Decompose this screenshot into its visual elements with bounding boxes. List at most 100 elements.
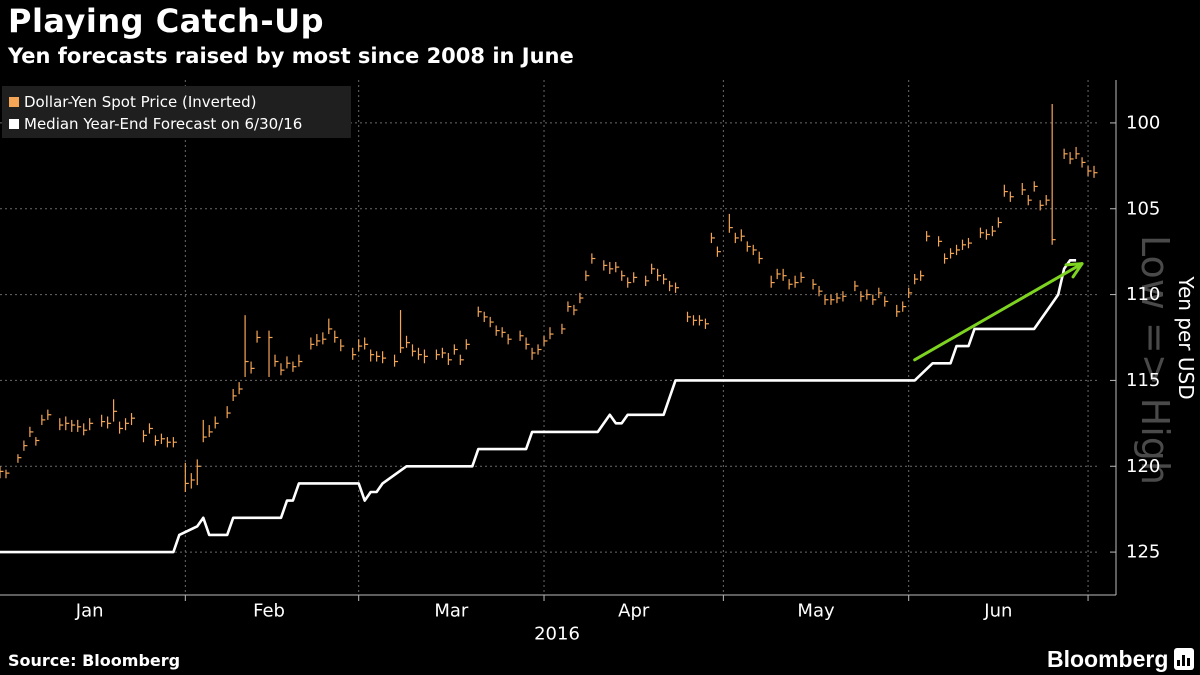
spot-price-bar: [1069, 152, 1074, 165]
spot-price-bar: [232, 389, 237, 402]
y-tick-label: 100: [1126, 112, 1160, 133]
spot-price-bar: [615, 261, 620, 273]
spot-price-bar: [842, 291, 847, 302]
spot-price-bar: [196, 459, 201, 486]
legend-item: Median Year-End Forecast on 6/30/16: [9, 115, 302, 133]
spot-price-bar: [256, 330, 261, 343]
spot-price-bar: [776, 268, 781, 280]
spot-price-bar: [250, 361, 255, 374]
spot-price-bar: [1075, 146, 1080, 159]
spot-price-bar: [686, 311, 691, 323]
spot-price-bar: [352, 347, 357, 360]
spot-price-bar: [651, 263, 656, 274]
spot-price-bar: [979, 227, 984, 238]
spot-price-bar: [818, 286, 823, 297]
spot-price-bar: [280, 363, 285, 376]
spot-price-bar: [579, 292, 584, 304]
x-tick-label: May: [797, 601, 835, 622]
spot-price-bar: [358, 339, 363, 352]
legend-label: Median Year-End Forecast on 6/30/16: [24, 115, 302, 133]
spot-price-bar: [537, 344, 542, 355]
legend: Dollar-Yen Spot Price (Inverted) Median Y…: [2, 86, 351, 138]
spot-price-bar: [937, 236, 943, 247]
spot-price-bar: [1051, 104, 1056, 245]
spot-price-bar: [896, 304, 901, 317]
spot-price-bar: [447, 352, 452, 365]
spot-price-bar: [453, 344, 458, 355]
spot-price-bar: [107, 416, 112, 429]
spot-price-bar: [824, 294, 829, 305]
x-tick-label: Jun: [983, 601, 1012, 622]
spot-price-bar: [878, 287, 883, 299]
spot-price-bar: [190, 473, 195, 489]
spot-price-bar: [926, 231, 931, 242]
spot-price-bar: [609, 261, 614, 274]
spot-price-bar: [405, 335, 411, 348]
y-axis-title: Yen per USD: [1174, 275, 1198, 399]
spot-price-bar: [322, 332, 327, 345]
spot-price-bar: [1003, 184, 1008, 197]
spot-price-bar: [142, 430, 147, 443]
legend-item: Dollar-Yen Spot Price (Inverted): [9, 93, 257, 111]
y-tick-label: 105: [1126, 198, 1160, 219]
spot-price-bar: [268, 330, 273, 377]
spot-price-bar: [830, 294, 835, 305]
spot-price-bar: [459, 354, 464, 365]
spot-price-bar: [1093, 165, 1098, 178]
spot-price-bar: [0, 466, 4, 479]
spot-price-bar: [208, 425, 213, 438]
x-tick-label: Feb: [253, 601, 285, 622]
spot-price-bar: [1009, 191, 1014, 202]
spot-price-bar: [286, 356, 291, 369]
spot-price-bar: [1087, 165, 1092, 177]
spot-price-bar: [674, 282, 680, 293]
spot-price-bar: [477, 306, 482, 317]
spot-price-bar: [920, 270, 925, 281]
legend-swatch: [9, 97, 19, 107]
spot-price-bar: [884, 296, 889, 307]
spot-price-bar: [746, 241, 751, 252]
spot-price-bar: [782, 268, 787, 281]
spot-price-bar: [483, 311, 488, 323]
spot-price-bar: [298, 354, 303, 367]
spot-price-bar: [788, 279, 793, 290]
spot-price-bar: [112, 399, 118, 422]
annotation-arrow-head: [1064, 262, 1084, 279]
y-tick-label: 115: [1126, 370, 1160, 391]
spot-price-bar: [65, 416, 70, 431]
spot-price-bar: [214, 416, 219, 429]
spot-price-bar: [184, 462, 189, 492]
spot-price-bar: [603, 260, 608, 271]
x-tick-label: Jan: [75, 601, 104, 622]
x-tick-label: Mar: [434, 601, 469, 622]
spot-price-bar: [160, 433, 165, 444]
spot-price-bar: [525, 337, 530, 350]
spot-price-bar: [991, 225, 996, 237]
spot-price-bar: [1039, 200, 1044, 211]
spot-price-bar: [29, 426, 34, 438]
spot-price-bar: [124, 418, 130, 431]
spot-price-bar: [334, 330, 339, 343]
spot-price-bar: [758, 251, 763, 264]
spot-price-bar: [202, 419, 207, 443]
spot-price-bar: [854, 280, 859, 292]
legend-label: Dollar-Yen Spot Price (Inverted): [24, 93, 257, 111]
spot-price-bar: [561, 323, 566, 335]
spot-price-bar: [1081, 157, 1086, 168]
spot-price-bar: [716, 246, 721, 257]
spot-price-bar: [316, 334, 321, 347]
spot-price-bar: [872, 294, 877, 305]
spot-price-bar: [393, 354, 399, 367]
spot-price-bar: [5, 469, 10, 479]
spot-price-bar: [914, 273, 919, 285]
spot-price-bar: [441, 347, 446, 359]
forecast-line: [0, 258, 1077, 554]
spot-price-bar: [662, 273, 668, 285]
spot-price-bar: [770, 275, 775, 288]
spot-price-bar: [985, 229, 990, 240]
spot-price-bar: [1045, 195, 1050, 206]
source-note: Source: Bloomberg: [8, 651, 181, 670]
spot-price-bar: [238, 382, 243, 395]
spot-price-bar: [83, 423, 88, 436]
